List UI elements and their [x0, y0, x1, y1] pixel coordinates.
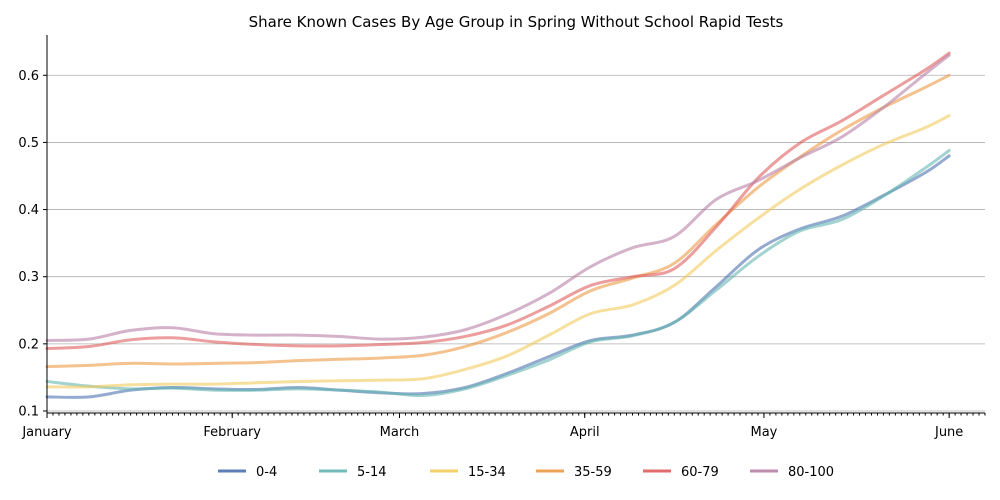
legend: 0-4 5-14 15-34 35-59 60-79 80-100 [218, 465, 834, 480]
legend-item: 0-4 [218, 465, 277, 480]
y-tick-label: 0.4 [18, 203, 39, 218]
series-layer [45, 51, 951, 399]
legend-item: 60-79 [643, 465, 719, 480]
legend-label: 15-34 [468, 465, 506, 480]
y-tick-label: 0.2 [18, 337, 39, 352]
series-line-60-79 [45, 51, 951, 351]
x-tick-label: January [21, 425, 72, 440]
x-tick-label: May [750, 425, 777, 440]
x-tick-label: June [934, 425, 963, 440]
chart-title: Share Known Cases By Age Group in Spring… [249, 13, 784, 31]
x-tick-label: March [380, 425, 420, 440]
y-tick-label: 0.5 [18, 136, 39, 151]
y-tick-label: 0.6 [18, 69, 39, 84]
x-tick-label: April [570, 425, 600, 440]
x-tick-label: February [203, 425, 261, 440]
legend-label: 5-14 [357, 465, 387, 480]
series-line-35-59 [45, 73, 951, 369]
series-line-5-14 [45, 148, 951, 398]
legend-item: 80-100 [750, 465, 834, 480]
legend-label: 0-4 [256, 465, 277, 480]
series-line-15-34 [45, 114, 951, 389]
y-tick-label: 0.1 [18, 404, 39, 419]
grid [47, 74, 985, 412]
axes: 0.1 0.2 0.3 0.4 0.5 0.6 January February March Ap… [18, 35, 986, 440]
legend-item: 5-14 [319, 465, 387, 480]
legend-item: 15-34 [430, 465, 506, 480]
legend-label: 60-79 [681, 465, 719, 480]
legend-item: 35-59 [536, 465, 612, 480]
legend-label: 80-100 [788, 465, 834, 480]
y-tick-label: 0.3 [18, 270, 39, 285]
legend-label: 35-59 [574, 465, 612, 480]
series-line-80-100 [45, 53, 951, 342]
